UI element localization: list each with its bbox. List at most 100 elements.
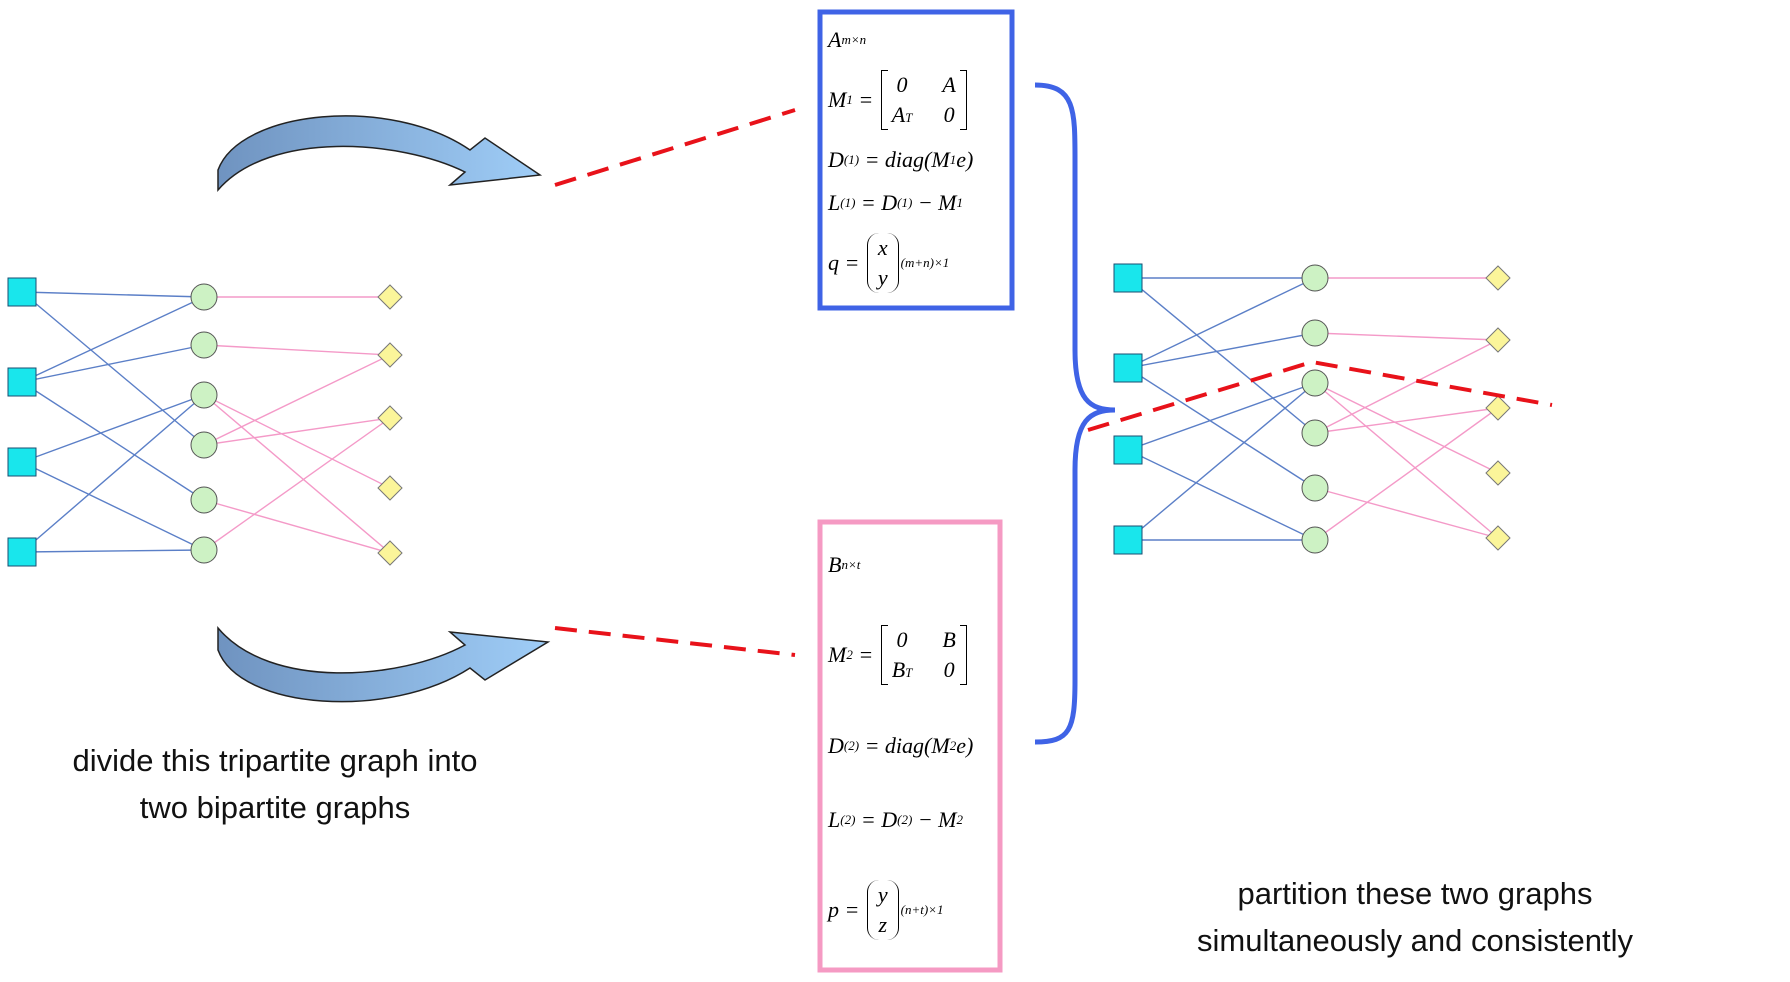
right-caption: partition these two graphs simultaneousl… [1040,870,1790,964]
edge [204,345,390,355]
formula-subscript: (n+t)×1 [901,902,944,918]
diamond-node [1486,461,1510,485]
formula-superscript: (2) [840,812,855,828]
formula-text: D [828,147,844,173]
square-node [1114,264,1142,292]
arrow-bottom [218,628,548,702]
left-caption: divide this tripartite graph into two bi… [0,737,550,831]
diamond-node [378,476,402,500]
diamond-node [1486,328,1510,352]
formula-superscript: (1) [844,152,859,168]
formula-text: 0 [944,657,955,683]
formula-text: M [828,642,846,668]
formula-text: = D [855,807,897,833]
formula-text: 0 [944,102,955,128]
matrix-cell: 0 [892,72,913,98]
circle-node [1302,370,1328,396]
matrix: yz [867,880,899,940]
formula-text: A [828,27,841,53]
circle-node [191,332,217,358]
caption-line: simultaneously and consistently [1040,917,1790,964]
formula-box-1: Am×nM1 = 0AAT0D(1) = diag(M1e)L(1) = D(1… [822,14,1010,306]
matrix-cell: y [878,265,888,291]
diamond-node [1486,526,1510,550]
diamond-node [378,541,402,565]
edge [22,345,204,382]
diamond-node [378,285,402,309]
edge [22,382,204,500]
edge [1315,333,1498,340]
circle-node [1302,420,1328,446]
connector [555,110,795,185]
circle-node [1302,475,1328,501]
matrix-cell: A [942,72,955,98]
edge [1315,340,1498,433]
formula-text: B [828,552,841,578]
square-node [8,448,36,476]
formula-subscript: 1 [957,195,964,211]
formula-text: 0 [897,72,908,98]
formula-text: y [878,882,888,908]
circle-node [191,432,217,458]
edge [204,500,390,553]
diamond-node [1486,266,1510,290]
formula-text: = diag(M [859,147,950,173]
arrow-top [218,116,540,190]
edge [1128,450,1315,540]
graphs [8,264,1510,566]
formula-text: B [892,657,905,683]
formula-text: 0 [897,627,908,653]
circle-node [191,537,217,563]
circle-node [191,382,217,408]
square-node [1114,436,1142,464]
formula-text: A [892,102,905,128]
formula-text: = diag(M [859,733,950,759]
formula-line: D(1) = diag(M1e) [828,147,1004,173]
matrix-cell: BT [892,657,913,683]
caption-line: divide this tripartite graph into [0,737,550,784]
formula-text: y [878,265,888,291]
formula-superscript: (1) [840,195,855,211]
circle-node [1302,527,1328,553]
matrix-cell: z [878,912,888,938]
formula-text: = D [855,190,897,216]
formula-text: D [828,733,844,759]
formula-superscript: T [905,665,912,681]
circle-node [191,487,217,513]
square-node [1114,526,1142,554]
matrix: xy [867,233,899,293]
edge [22,550,204,552]
formula-line: D(2) = diag(M2e) [828,733,992,759]
formula-text: e) [956,147,973,173]
diamond-node [1486,396,1510,420]
edge [22,395,204,552]
formula-subscript: 2 [957,812,964,828]
page: divide this tripartite graph into two bi… [0,0,1790,982]
formula-text: − M [912,190,956,216]
diamond-node [378,406,402,430]
edge [1128,368,1315,488]
square-node [1114,354,1142,382]
formula-subscript: (m+n)×1 [901,255,950,271]
matrix-cell: x [878,235,888,261]
edge [22,395,204,462]
formula-text: B [942,627,955,653]
formula-text: L [828,807,840,833]
square-node [8,368,36,396]
diamond-node [378,343,402,367]
square-node [8,538,36,566]
formula-text: M [828,87,846,113]
formula-subscript: n×t [841,557,860,573]
circle-node [1302,265,1328,291]
formula-text: = [853,642,879,668]
edge [1128,383,1315,450]
formula-text: − M [912,807,956,833]
